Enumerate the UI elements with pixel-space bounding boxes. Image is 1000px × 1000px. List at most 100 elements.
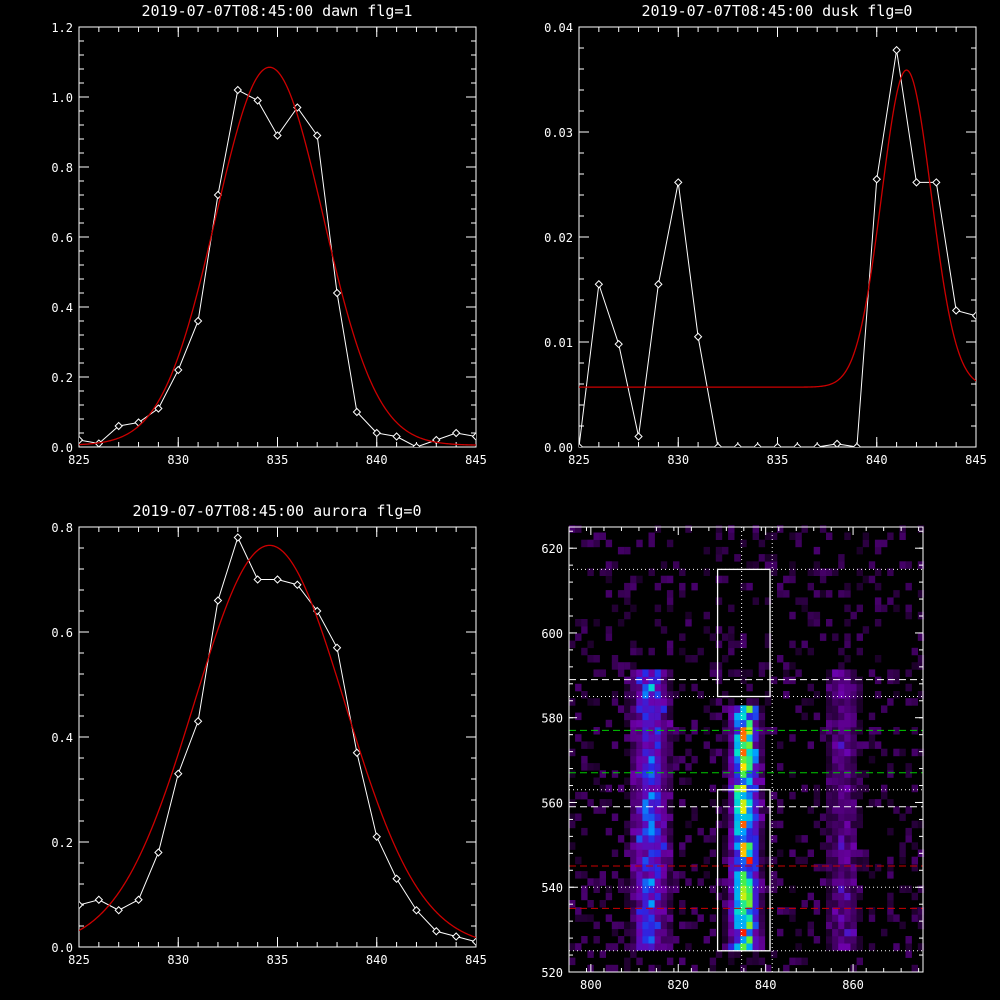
heatmap-cell [911, 892, 918, 901]
heatmap-cell [838, 784, 845, 793]
heatmap-cell [654, 741, 662, 749]
heatmap-cell [868, 669, 876, 677]
aurora-data-point [451, 932, 461, 941]
dawn-data-point [352, 407, 362, 417]
heatmap-cell [850, 856, 857, 865]
heatmap-cell [593, 539, 600, 548]
heatmap-cell [728, 936, 735, 944]
heatmap-cell [654, 525, 662, 533]
heatmap-cell [874, 799, 882, 807]
heatmap-cell [722, 633, 729, 641]
heatmap-cell [789, 568, 796, 576]
heatmap-cell [813, 907, 821, 915]
heatmap-cell [734, 900, 741, 908]
heatmap-cell [740, 734, 747, 742]
heatmap-cell [636, 892, 643, 901]
heatmap-cell [905, 943, 912, 951]
heatmap-cell [832, 892, 839, 901]
heatmap-cell [850, 777, 857, 785]
heatmap-cell [746, 921, 753, 930]
heatmap-cell [917, 907, 925, 915]
dusk-y-tick-label: 0.00 [544, 441, 573, 455]
heatmap-cell [691, 582, 698, 591]
heatmap-cell [905, 582, 912, 591]
heatmap-cell [740, 719, 747, 728]
heatmap-cell [642, 676, 649, 685]
heatmap-cell [838, 683, 845, 692]
heatmap-cell [752, 734, 759, 742]
heatmap-cell [648, 741, 655, 749]
dawn-data-point [134, 418, 143, 427]
heatmap-cell [722, 575, 729, 584]
heatmap-cell [807, 892, 814, 901]
dawn-data-point [312, 131, 322, 140]
heatmap-cell [630, 871, 637, 879]
heatmap-cell [630, 640, 637, 649]
heatmap-cell [630, 806, 637, 814]
heatmap-cell [691, 683, 698, 692]
heatmap-cell [893, 943, 900, 951]
heatmap-cell [660, 719, 668, 728]
heatmap-cell [722, 936, 729, 944]
heatmap-cell [917, 691, 925, 699]
heatmap-cell [838, 698, 845, 706]
heatmap-cell [666, 921, 674, 930]
heatmap-cell [685, 943, 692, 951]
heatmap-cell [654, 863, 662, 872]
heatmap-cell [660, 885, 668, 893]
heatmap-cell [813, 791, 821, 800]
heatmap-cell [660, 691, 668, 699]
heatmap-cell [569, 770, 576, 778]
heatmap-cell [599, 878, 606, 886]
dusk-fit-curve [579, 69, 976, 388]
heatmap-cell [642, 719, 649, 728]
heatmap-cell [654, 676, 662, 685]
heatmap-cell [832, 827, 839, 836]
heatmap-cell [728, 871, 735, 879]
heatmap-cell [807, 647, 814, 656]
heatmap-cell [654, 669, 662, 677]
heatmap-cell [838, 590, 845, 598]
heatmap-cell [868, 943, 876, 951]
heatmap-cell [648, 532, 655, 540]
dusk-y-tick-label: 0.03 [544, 126, 573, 140]
heatmap-cell [746, 907, 753, 915]
heatmap-cell [832, 719, 839, 728]
dusk-data-point [912, 178, 921, 187]
heatmap-cell [795, 597, 802, 605]
heatmap-cell [642, 777, 649, 785]
heatmap-cell [666, 712, 674, 721]
heatmap-cell [630, 791, 637, 800]
heatmap-cell [740, 871, 747, 879]
heatmap-cell [844, 640, 851, 649]
heatmap-cell [599, 568, 606, 576]
aurora-data-point [94, 895, 104, 904]
heatmap-cell [654, 964, 662, 973]
heatmap-cell [758, 813, 766, 821]
heatmap-cell [691, 806, 698, 814]
heatmap-cell [911, 784, 918, 793]
panel-dusk: 2019-07-07T08:45:00 dusk flg=0 825 830 835… [544, 2, 987, 467]
heatmap-cell [648, 820, 655, 829]
heatmap-cell [752, 885, 759, 893]
dusk-data-point [812, 442, 822, 447]
heatmap-cell [770, 561, 778, 569]
heatmap-cell [709, 835, 717, 843]
heatmap-cell [911, 842, 918, 850]
heatmap-cell [648, 842, 655, 850]
heatmap-cell [795, 647, 802, 656]
heatmap-cell [746, 871, 753, 879]
dawn-data-point [174, 365, 183, 375]
heatmap-cell [746, 741, 753, 749]
heatmap-cell [728, 957, 735, 966]
heatmap-cell [758, 734, 766, 742]
heatmap-cell [832, 856, 839, 865]
heatmap-cell [660, 842, 668, 850]
heatmap-cell [648, 835, 655, 843]
heatmap-cell [838, 936, 845, 944]
heatmap-cell [581, 885, 588, 893]
heatmap-cell [758, 770, 766, 778]
heatmap-cell [636, 799, 643, 807]
heatmap-cell [728, 727, 735, 735]
heatmap-cell [740, 900, 747, 908]
